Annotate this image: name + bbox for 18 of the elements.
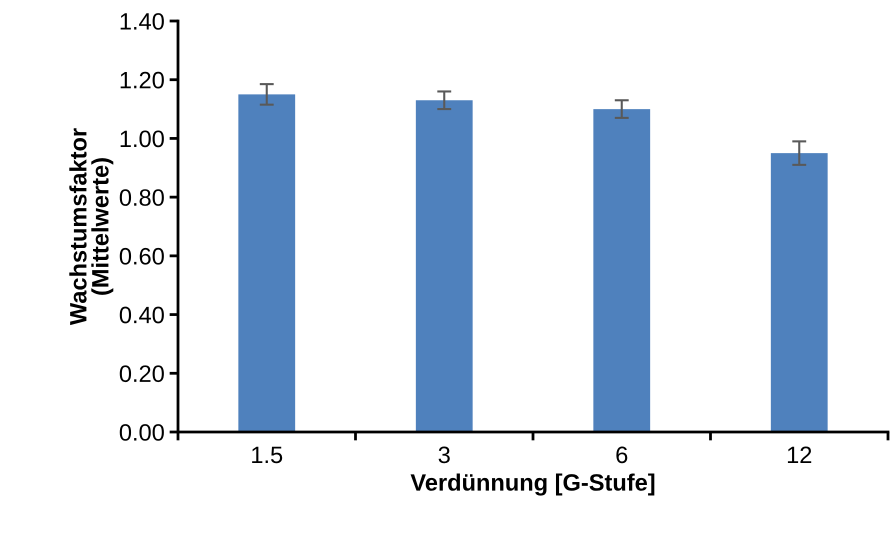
x-axis-title: Verdünnung [G-Stufe] xyxy=(410,473,654,496)
y-tick-label: 1.40 xyxy=(120,13,164,30)
bar xyxy=(593,109,650,432)
y-axis-title: Wachstumsfaktor (Mittelwerte) xyxy=(69,128,114,326)
x-tick-label: 12 xyxy=(788,446,812,463)
x-tick-label: 3 xyxy=(438,446,450,464)
y-tick-label: 1.20 xyxy=(120,72,164,88)
y-tick-label: 0.80 xyxy=(120,189,164,206)
x-tick-label: 1.5 xyxy=(252,446,282,464)
bar xyxy=(238,94,296,432)
y-tick-label: 0.40 xyxy=(120,306,164,324)
x-tick-label: 6 xyxy=(616,446,628,464)
bar xyxy=(770,153,828,432)
y-tick-label: 0.60 xyxy=(120,248,164,265)
y-tick-label: 1.00 xyxy=(120,130,164,148)
bar xyxy=(416,100,473,432)
y-tick-label: 0.00 xyxy=(120,424,164,441)
y-tick-label: 0.20 xyxy=(120,365,164,382)
